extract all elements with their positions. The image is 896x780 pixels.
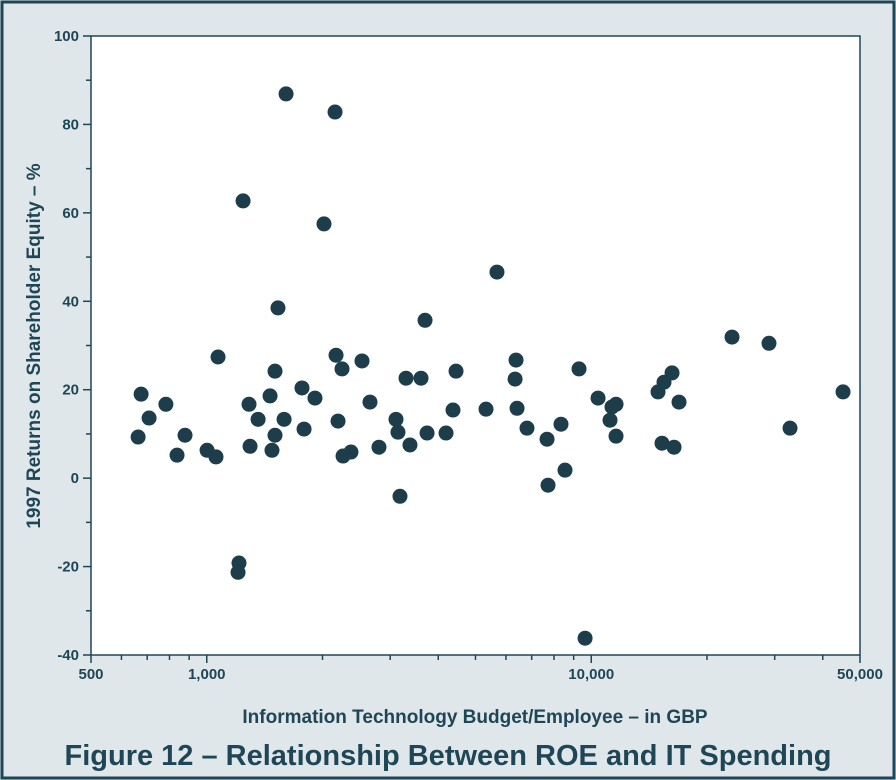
point [417, 312, 433, 328]
point [210, 349, 226, 365]
y-tick-label: 60 [62, 205, 79, 222]
x-tick-label: 10,000 [568, 666, 614, 683]
point [654, 435, 670, 451]
point [508, 352, 524, 368]
point [267, 427, 283, 443]
point [343, 444, 359, 460]
point [835, 384, 851, 400]
point [519, 420, 535, 436]
point [270, 300, 286, 316]
x-tick-label: 1,000 [188, 666, 226, 683]
point [177, 427, 193, 443]
point [664, 365, 680, 381]
point [294, 380, 310, 396]
point [577, 630, 593, 646]
point [354, 353, 370, 369]
y-tick-label: 40 [62, 293, 79, 310]
y-tick-label: 0 [71, 470, 79, 487]
y-tick-label: -40 [57, 647, 79, 664]
point [169, 447, 185, 463]
point [392, 488, 408, 504]
point [327, 104, 343, 120]
point [540, 477, 556, 493]
point [262, 388, 278, 404]
point [316, 216, 332, 232]
point [371, 439, 387, 455]
point [761, 335, 777, 351]
point [402, 437, 418, 453]
point [553, 416, 569, 432]
point [539, 431, 555, 447]
point [388, 411, 404, 427]
point [141, 410, 157, 426]
point [242, 438, 258, 454]
point [208, 449, 224, 465]
point [608, 396, 624, 412]
point [307, 390, 323, 406]
point [328, 347, 344, 363]
point [390, 424, 406, 440]
point [362, 394, 378, 410]
y-tick-label: 100 [54, 28, 79, 45]
point [438, 425, 454, 441]
point [602, 412, 618, 428]
point [133, 386, 149, 402]
point [158, 396, 174, 412]
point [278, 86, 294, 102]
point [724, 329, 740, 345]
point [608, 428, 624, 444]
point [448, 363, 464, 379]
chart-title: Figure 12 – Relationship Between ROE and… [65, 740, 832, 772]
plot-area [90, 35, 861, 656]
point [666, 439, 682, 455]
point [264, 442, 280, 458]
y-tick-label: -20 [57, 559, 79, 576]
point [267, 363, 283, 379]
point [235, 193, 251, 209]
point [509, 400, 525, 416]
point [276, 411, 292, 427]
point [250, 411, 266, 427]
point [419, 425, 435, 441]
point [296, 421, 312, 437]
point [334, 361, 350, 377]
point [507, 371, 523, 387]
point [398, 370, 414, 386]
point [230, 564, 246, 580]
y-axis-label: 1997 Returns on Shareholder Equity – % [24, 163, 45, 528]
y-tick-label: 20 [62, 382, 79, 399]
point [241, 396, 257, 412]
point [671, 394, 687, 410]
x-tick-label: 500 [78, 666, 103, 683]
point [590, 390, 606, 406]
point [571, 361, 587, 377]
point [445, 402, 461, 418]
point [413, 370, 429, 386]
point [330, 413, 346, 429]
x-axis-label: Information Technology Budget/Employee –… [242, 707, 708, 728]
point [782, 420, 798, 436]
point [130, 429, 146, 445]
x-tick-label: 50,000 [837, 666, 883, 683]
point [478, 401, 494, 417]
point [489, 264, 505, 280]
point [557, 462, 573, 478]
y-tick-label: 80 [62, 116, 79, 133]
